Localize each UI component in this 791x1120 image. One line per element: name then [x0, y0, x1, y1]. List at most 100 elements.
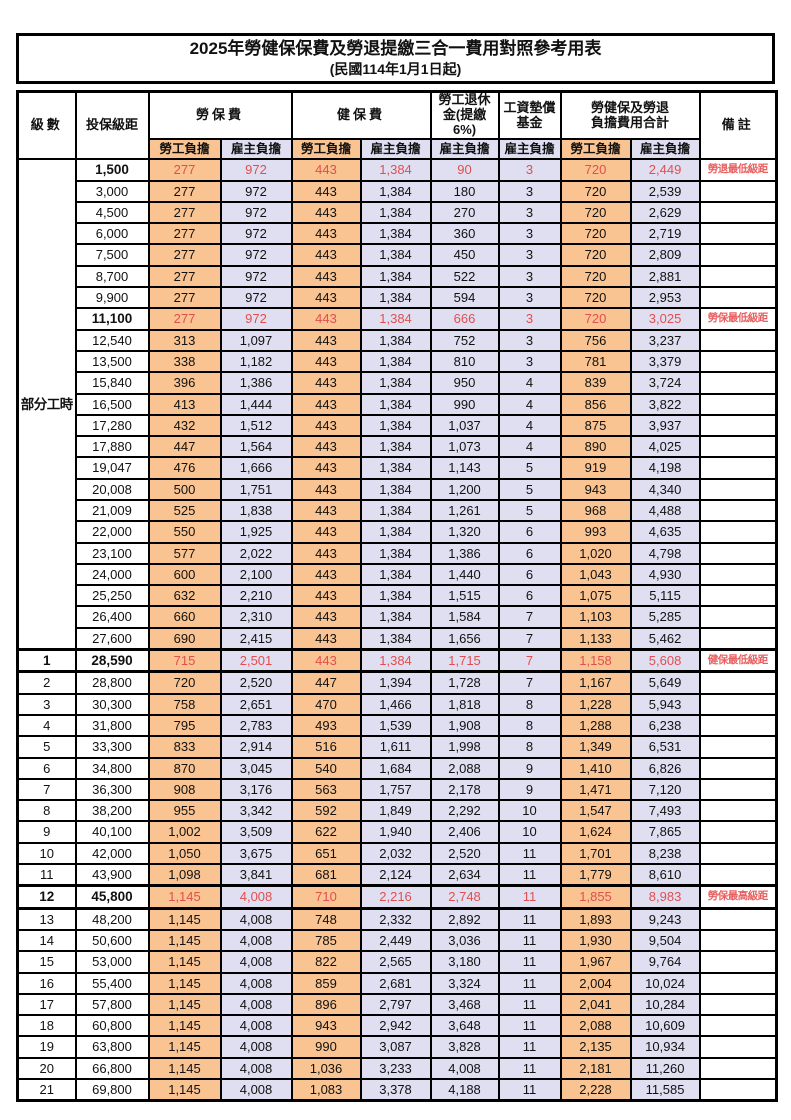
total-employee-cell: 720	[559, 243, 632, 267]
wage-fund-employer-cell: 7	[497, 626, 562, 651]
pension-employer-cell: 3,324	[429, 971, 500, 995]
health-ins-employer-cell: 2,681	[359, 971, 432, 995]
table-row: 1 28,590 715 2,501 443 1,384 1,715 7 1,158 5,608 健…	[16, 648, 778, 674]
health-ins-employee-cell: 443	[290, 562, 362, 587]
total-employer-cell: 7,120	[629, 777, 701, 802]
total-employee-cell: 1,547	[559, 799, 632, 823]
grade-cell: 21	[16, 1078, 77, 1102]
wage-fund-employer-cell: 10	[497, 820, 562, 844]
labor-ins-employee-cell: 600	[147, 562, 222, 587]
health-ins-employee-cell: 443	[290, 584, 362, 608]
total-employee-cell: 1,103	[559, 605, 632, 629]
remark-cell	[698, 584, 778, 608]
health-ins-employer-cell: 2,565	[359, 950, 432, 974]
total-employer-cell: 9,764	[629, 950, 701, 974]
remark-cell	[698, 243, 778, 267]
health-ins-employee-cell: 1,036	[290, 1056, 362, 1081]
labor-ins-employee-cell: 1,145	[147, 907, 222, 931]
salary-bracket-cell: 55,400	[74, 971, 150, 995]
health-ins-employee-cell: 470	[290, 692, 362, 716]
salary-bracket-cell: 42,000	[74, 841, 150, 866]
health-ins-employer-cell: 1,384	[359, 222, 432, 246]
total-employer-cell: 10,934	[629, 1035, 701, 1059]
table-row: 19,047 476 1,666 443 1,384 1,143 5 919 4,198	[18, 456, 778, 480]
wage-fund-employer-cell: 11	[497, 971, 562, 995]
health-ins-employer-cell: 1,384	[359, 584, 432, 608]
wage-fund-employer-cell: 11	[497, 907, 562, 931]
health-ins-employer-cell: 3,378	[359, 1078, 432, 1102]
total-employer-cell: 3,724	[629, 371, 701, 395]
total-employer-cell: 5,943	[629, 692, 701, 716]
total-employee-cell: 781	[559, 349, 632, 374]
pension-employer-cell: 3,468	[429, 992, 500, 1017]
labor-ins-employer-cell: 972	[219, 307, 293, 331]
grade-cell: 18	[16, 1014, 77, 1038]
pension-employer-cell: 1,261	[429, 498, 500, 523]
wage-fund-employer-cell: 6	[497, 520, 562, 544]
table-row: 12 45,800 1,145 4,008 710 2,216 2,748 11 1,855 8,…	[16, 884, 778, 910]
total-employee-cell: 1,471	[559, 777, 632, 802]
total-employer-cell: 2,953	[629, 286, 701, 310]
total-employee-cell: 1,349	[559, 735, 632, 759]
pension-employer-cell: 3,828	[429, 1035, 500, 1059]
total-employee-cell: 1,158	[559, 648, 632, 674]
total-employer-cell: 5,115	[629, 584, 701, 608]
wage-fund-employer-cell: 5	[497, 498, 562, 523]
labor-ins-employer-cell: 4,008	[219, 992, 293, 1017]
labor-ins-employee-cell: 1,145	[147, 971, 222, 995]
total-employee-cell: 1,043	[559, 562, 632, 587]
pension-employer-cell: 1,998	[429, 735, 500, 759]
table-row: 26,400 660 2,310 443 1,384 1,584 7 1,103 5,285	[18, 605, 778, 629]
labor-ins-employee-cell: 413	[147, 392, 222, 416]
health-ins-employer-cell: 1,539	[359, 713, 432, 738]
salary-bracket-cell: 7,500	[74, 243, 150, 267]
remark-cell	[698, 498, 778, 523]
health-ins-employer-cell: 2,032	[359, 841, 432, 866]
labor-ins-employee-cell: 277	[147, 222, 222, 246]
labor-ins-employer-cell: 1,512	[219, 413, 293, 438]
table-row: 17,880 447 1,564 443 1,384 1,073 4 890 4,025	[18, 435, 778, 459]
labor-ins-employee-cell: 833	[147, 735, 222, 759]
health-ins-employee-cell: 443	[290, 392, 362, 416]
table-row: 10 42,000 1,050 3,675 651 2,032 2,520 11 1,701 8,…	[16, 841, 778, 866]
labor-ins-employer-cell: 4,008	[219, 884, 293, 910]
health-ins-employer-cell: 1,384	[359, 520, 432, 544]
pension-employer-cell: 666	[429, 307, 500, 331]
health-ins-employee-cell: 443	[290, 222, 362, 246]
total-employee-cell: 1,075	[559, 584, 632, 608]
health-ins-employee-cell: 540	[290, 756, 362, 780]
labor-ins-employee-cell: 432	[147, 413, 222, 438]
remark-cell	[698, 971, 778, 995]
salary-bracket-cell: 9,900	[74, 286, 150, 310]
remark-cell	[698, 756, 778, 780]
labor-ins-employer-cell: 1,838	[219, 498, 293, 523]
labor-ins-employer-cell: 4,008	[219, 1014, 293, 1038]
total-employer-cell: 10,024	[629, 971, 701, 995]
grade-cell: 17	[16, 992, 77, 1017]
total-employee-cell: 1,020	[559, 541, 632, 565]
pension-employer-cell: 1,143	[429, 456, 500, 480]
grade-group-cell: 部分工時	[16, 158, 77, 651]
wage-fund-employer-cell: 6	[497, 562, 562, 587]
salary-bracket-cell: 20,008	[74, 477, 150, 502]
health-ins-employee-cell: 443	[290, 477, 362, 502]
salary-bracket-cell: 50,600	[74, 928, 150, 953]
salary-bracket-cell: 13,500	[74, 349, 150, 374]
pension-employer-cell: 950	[429, 371, 500, 395]
labor-ins-employer-cell: 4,008	[219, 950, 293, 974]
health-ins-employee-cell: 681	[290, 863, 362, 887]
remark-cell	[698, 735, 778, 759]
labor-ins-employee-cell: 720	[147, 670, 222, 695]
health-ins-employee-cell: 785	[290, 928, 362, 953]
wage-fund-employer-cell: 3	[497, 286, 562, 310]
salary-bracket-cell: 17,880	[74, 435, 150, 459]
total-employee-cell: 2,004	[559, 971, 632, 995]
reference-sheet: 2025年勞健保保費及勞退提繳三合一費用對照參考用表 (民國114年1月1日起)…	[16, 33, 779, 1103]
health-ins-employee-cell: 443	[290, 456, 362, 480]
health-ins-employer-cell: 1,849	[359, 799, 432, 823]
table-row: 25,250 632 2,210 443 1,384 1,515 6 1,075 5,115	[18, 584, 778, 608]
wage-fund-employer-cell: 11	[497, 1035, 562, 1059]
total-employer-cell: 6,238	[629, 713, 701, 738]
salary-bracket-cell: 4,500	[74, 200, 150, 225]
total-employer-cell: 4,025	[629, 435, 701, 459]
